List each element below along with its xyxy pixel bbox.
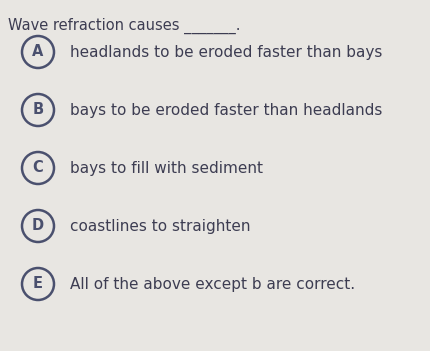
Text: Wave refraction causes _______.: Wave refraction causes _______. [8,18,240,34]
Text: bays to fill with sediment: bays to fill with sediment [70,160,263,176]
Text: E: E [33,277,43,291]
Text: All of the above except b are correct.: All of the above except b are correct. [70,277,355,291]
Text: bays to be eroded faster than headlands: bays to be eroded faster than headlands [70,102,382,118]
Text: C: C [33,160,43,176]
Text: coastlines to straighten: coastlines to straighten [70,219,251,233]
Text: A: A [32,45,44,60]
Text: headlands to be eroded faster than bays: headlands to be eroded faster than bays [70,45,382,60]
Text: D: D [32,219,44,233]
Text: B: B [32,102,43,118]
